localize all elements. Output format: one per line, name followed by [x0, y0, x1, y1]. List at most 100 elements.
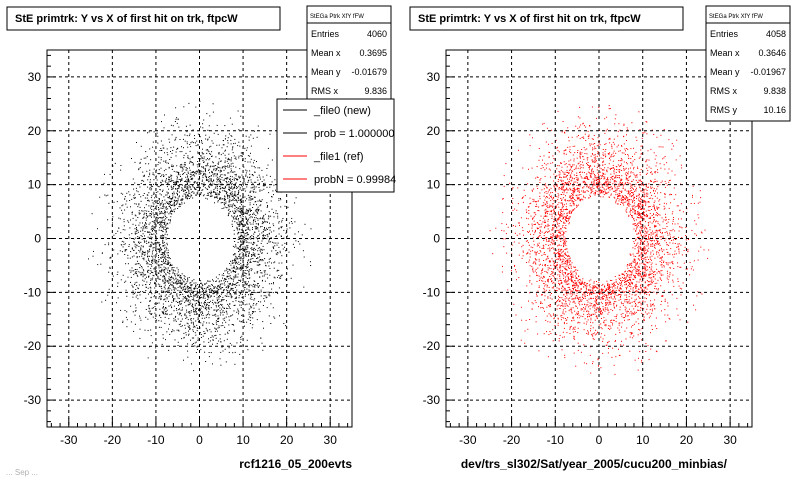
data-point [638, 207, 640, 209]
data-point [151, 188, 153, 190]
data-point [179, 151, 181, 153]
data-point [97, 228, 98, 230]
data-point [625, 210, 627, 212]
data-point [632, 283, 633, 285]
data-point [225, 149, 226, 151]
data-point [227, 197, 229, 199]
data-point [193, 308, 195, 310]
data-point [183, 147, 184, 149]
data-point [188, 299, 190, 301]
data-point [263, 234, 265, 236]
data-point [227, 284, 229, 286]
data-point [244, 223, 246, 225]
data-point [260, 248, 262, 250]
data-point [191, 157, 193, 159]
data-point [158, 255, 159, 256]
data-point [146, 227, 148, 229]
data-point [256, 136, 258, 138]
data-point [640, 220, 641, 222]
y-tick-label: 30 [28, 70, 42, 84]
data-point [245, 218, 247, 220]
data-point [160, 257, 162, 259]
data-point [141, 252, 143, 254]
data-point [228, 286, 229, 288]
data-point [225, 289, 227, 291]
stats-label: RMS x [311, 86, 339, 96]
data-point [190, 320, 192, 322]
data-point [627, 286, 629, 288]
data-point [157, 142, 159, 144]
data-point [153, 233, 155, 235]
data-point [245, 229, 247, 231]
data-point [285, 232, 287, 234]
stats-value: 4060 [367, 29, 387, 39]
data-point [122, 204, 124, 206]
data-point [259, 259, 261, 260]
data-point [249, 261, 251, 263]
data-point [175, 197, 177, 199]
data-point [145, 226, 147, 228]
data-point [239, 304, 241, 306]
data-point [165, 273, 167, 275]
data-point [195, 311, 197, 313]
data-point [193, 175, 195, 177]
data-point [134, 272, 136, 274]
data-point [171, 168, 173, 170]
data-point [154, 230, 156, 232]
data-point [249, 161, 251, 163]
data-point [633, 259, 635, 261]
data-point [198, 320, 200, 322]
data-point [215, 302, 216, 304]
data-point [539, 224, 541, 226]
data-point [569, 187, 571, 189]
data-point [165, 339, 166, 341]
data-point [168, 176, 170, 178]
data-point [254, 167, 256, 169]
data-point [196, 327, 198, 329]
data-point [216, 324, 218, 326]
data-point [190, 284, 192, 286]
data-point [225, 278, 227, 280]
data-point [638, 288, 640, 290]
data-point [133, 241, 135, 243]
data-point [220, 182, 222, 184]
data-point [168, 276, 170, 278]
data-point [178, 274, 180, 276]
data-point [654, 192, 655, 194]
data-point [648, 275, 650, 277]
data-point [168, 203, 170, 204]
data-point [248, 277, 250, 279]
data-point [582, 308, 584, 310]
data-point [567, 182, 569, 184]
data-point [673, 187, 675, 189]
data-point [231, 135, 233, 137]
data-point [134, 291, 136, 293]
data-point [134, 182, 136, 184]
data-point [227, 290, 229, 291]
data-point [260, 200, 261, 202]
data-point [235, 182, 237, 184]
data-point [205, 288, 207, 290]
data-point [241, 155, 243, 157]
data-point [562, 187, 564, 189]
data-point [245, 235, 247, 237]
data-point [246, 273, 248, 275]
data-point [248, 285, 250, 287]
data-point [234, 261, 236, 263]
data-point [246, 245, 248, 247]
data-point [192, 164, 194, 166]
data-point [173, 203, 175, 205]
x-tick-label: -30 [60, 433, 78, 447]
data-point [163, 226, 165, 228]
data-point [244, 281, 246, 283]
data-point [238, 190, 240, 192]
data-point [216, 173, 218, 175]
data-point [226, 178, 228, 180]
data-point [168, 349, 170, 351]
data-point [183, 336, 185, 338]
data-point [175, 281, 177, 283]
data-point [148, 310, 150, 312]
data-point [189, 315, 191, 317]
data-point [210, 331, 212, 333]
data-point [657, 289, 659, 291]
